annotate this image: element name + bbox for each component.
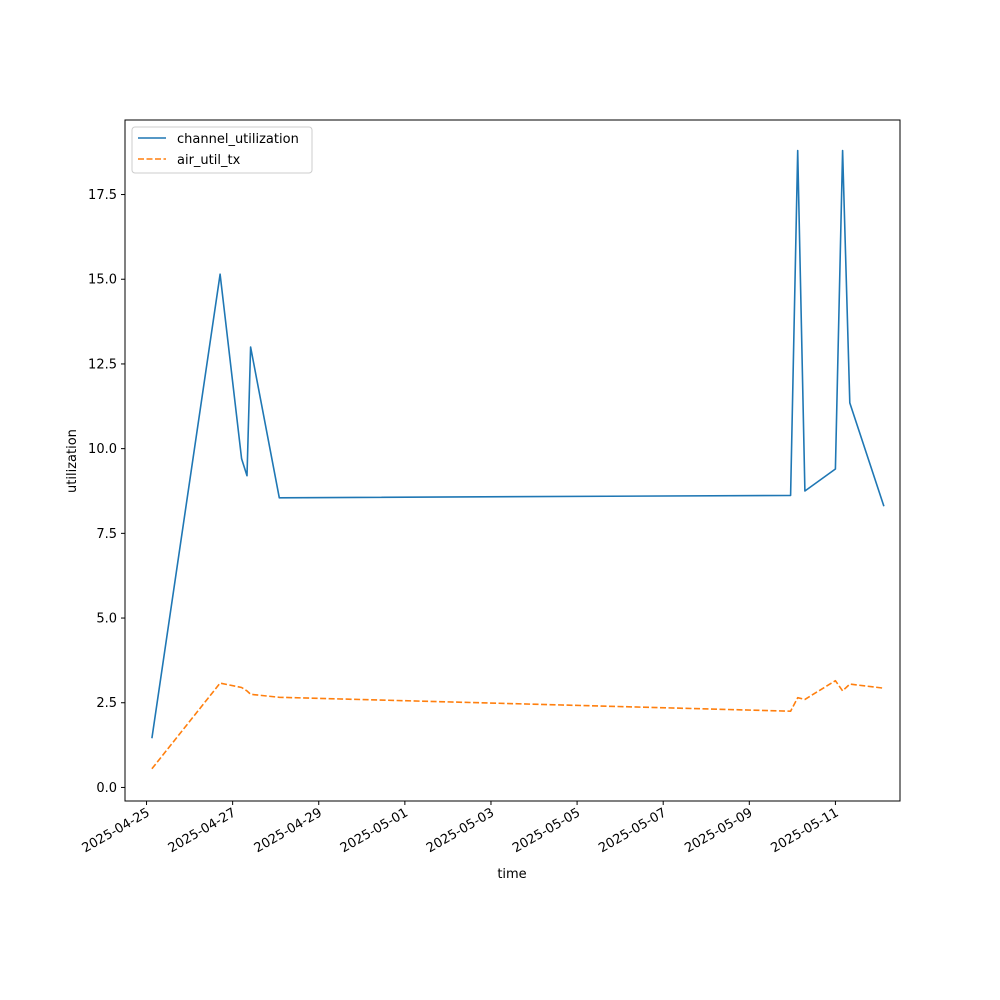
legend-entry-channel-utilization: channel_utilization (177, 132, 299, 147)
series-line-air-util-tx (151, 679, 884, 770)
legend-box (131, 126, 313, 174)
legend: channel_utilization air_util_tx (131, 126, 313, 174)
series-lines (151, 149, 885, 770)
y-tick-label: 0.0 (96, 781, 117, 796)
y-tick-label: 17.5 (88, 188, 117, 203)
series-line-channel-utilization (151, 149, 885, 739)
x-tick-label: 2025-05-01 (338, 805, 411, 856)
y-tick-label: 2.5 (96, 696, 117, 711)
y-tick-label: 12.5 (88, 357, 117, 372)
x-axis-label: time (497, 867, 526, 882)
y-tick-label: 15.0 (88, 273, 117, 288)
x-tick-label: 2025-05-11 (768, 805, 841, 856)
plot-frame (124, 119, 901, 802)
x-tick-label: 2025-04-29 (252, 805, 325, 856)
x-tick-label: 2025-05-05 (510, 805, 583, 856)
x-axis-ticks: 2025-04-25 2025-04-27 2025-04-29 2025-05-01… (80, 801, 841, 856)
x-tick-label: 2025-04-25 (80, 805, 153, 856)
y-axis-label: utilization (65, 429, 80, 493)
x-tick-label: 2025-05-03 (424, 805, 497, 856)
x-tick-label: 2025-04-27 (166, 805, 239, 856)
y-tick-label: 7.5 (96, 527, 117, 542)
y-axis-ticks: 0.0 2.5 5.0 7.5 10.0 12.5 15.0 17.5 (88, 188, 125, 796)
y-tick-label: 5.0 (96, 612, 117, 627)
legend-entry-air-util-tx: air_util_tx (177, 153, 241, 168)
x-tick-label: 2025-05-09 (682, 805, 755, 856)
x-tick-label: 2025-05-07 (596, 805, 669, 856)
y-tick-label: 10.0 (88, 442, 117, 457)
